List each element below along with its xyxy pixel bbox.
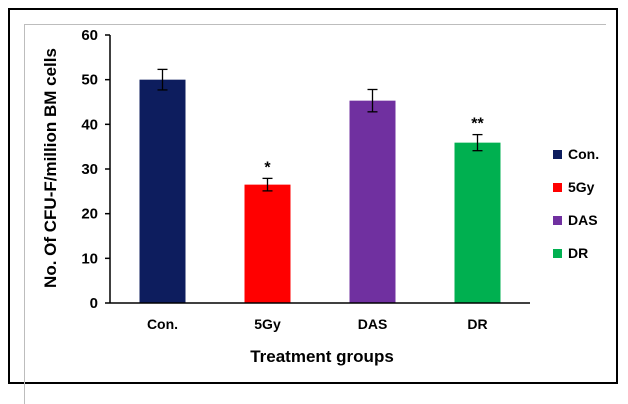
- y-axis-ticks: 0 10 20 30 40 50 60: [81, 27, 110, 312]
- x-axis-title: Treatment groups: [250, 347, 394, 366]
- bars: [139, 79, 501, 304]
- significance-mark: **: [471, 116, 484, 133]
- y-tick-label: 60: [81, 27, 98, 44]
- legend-swatch: [553, 183, 562, 192]
- significance-marks: ***: [264, 116, 484, 177]
- y-tick-label: 10: [81, 250, 98, 267]
- y-tick-label: 20: [81, 206, 98, 223]
- bar-2: [349, 100, 396, 303]
- legend-swatch: [553, 249, 562, 258]
- legend-label: 5Gy: [568, 179, 595, 195]
- legend-swatch: [553, 150, 562, 159]
- x-axis-labels: Con. 5Gy DAS DR: [147, 316, 488, 332]
- x-tick-label: Con.: [147, 316, 178, 332]
- bar-3: [454, 142, 501, 303]
- legend-label: DAS: [568, 212, 598, 228]
- y-tick-label: 0: [90, 295, 98, 312]
- legend-swatch: [553, 216, 562, 225]
- x-tick-label: DAS: [358, 316, 388, 332]
- chart-inner-border: [24, 24, 606, 404]
- legend-label: Con.: [568, 146, 599, 162]
- y-tick-label: 50: [81, 72, 98, 89]
- bar-1: [244, 184, 291, 303]
- x-tick-label: DR: [467, 316, 487, 332]
- bar-0: [139, 79, 186, 304]
- error-bars: [157, 68, 483, 192]
- legend: Con. 5Gy DAS DR: [553, 146, 599, 261]
- y-tick-label: 30: [81, 161, 98, 178]
- significance-mark: *: [264, 159, 271, 176]
- legend-label: DR: [568, 245, 588, 261]
- x-tick-label: 5Gy: [254, 316, 281, 332]
- y-axis-title: No. Of CFU-F/million BM cells: [41, 48, 60, 288]
- y-tick-label: 40: [81, 116, 98, 133]
